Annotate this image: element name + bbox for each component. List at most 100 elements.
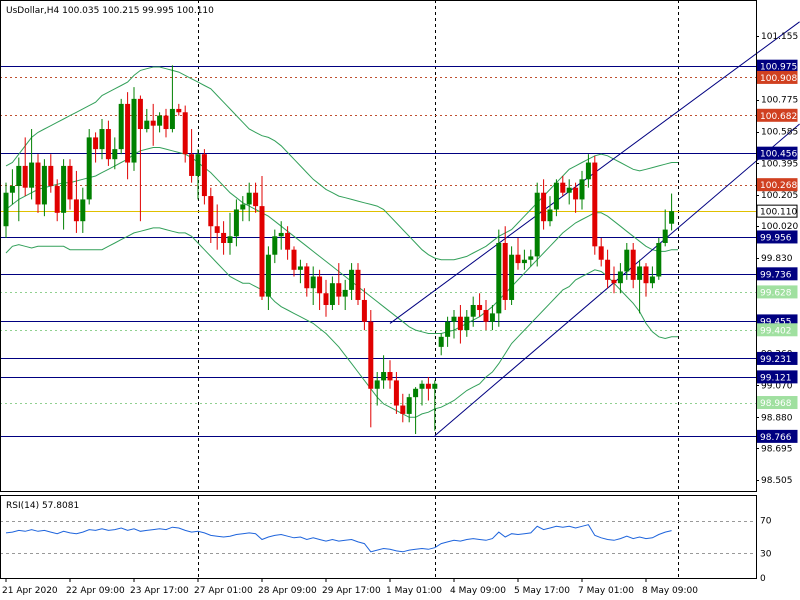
candle-97	[624, 242, 630, 280]
candle-11	[73, 170, 79, 233]
candle-body	[656, 242, 662, 277]
candle-58	[374, 372, 380, 406]
candle-body	[425, 383, 431, 389]
candle-body	[432, 383, 438, 389]
candle-68	[438, 333, 444, 356]
candle-body	[73, 199, 79, 222]
level-label-100.268: 100.268	[756, 178, 798, 192]
candle-70	[451, 310, 457, 339]
candle-48	[310, 266, 316, 305]
candle-86	[553, 179, 559, 217]
candle-body	[22, 165, 28, 188]
level-label-text: 99.121	[760, 373, 792, 383]
level-label-text: 100.268	[760, 181, 797, 191]
candle-body	[233, 209, 239, 237]
candle-body	[48, 165, 54, 187]
price-tick-label: 100.585	[761, 128, 798, 138]
price-tick-label: 101.155	[761, 32, 798, 42]
candle-body	[669, 211, 675, 224]
candle-13	[86, 129, 92, 205]
price-tick-label: 98.695	[761, 444, 793, 454]
candle-18	[118, 98, 124, 155]
time-tick-label: 29 Apr 17:00	[322, 586, 381, 596]
candle-104	[669, 193, 675, 231]
candle-14	[93, 132, 99, 163]
candle-body	[483, 310, 489, 322]
candle-body	[208, 196, 214, 227]
candle-body	[29, 162, 35, 188]
level-label-99.628: 99.628	[756, 285, 798, 299]
candle-body	[509, 254, 515, 300]
candle-body	[630, 249, 636, 280]
candle-body	[534, 192, 540, 257]
level-label-text: 100.456	[760, 150, 797, 160]
candle-46	[297, 259, 303, 284]
candle-75	[483, 299, 489, 331]
candle-body	[336, 283, 342, 297]
candle-body	[489, 313, 495, 322]
candle-body	[240, 204, 246, 210]
time-tick-label: 1 May 01:00	[386, 586, 442, 596]
candle-body	[272, 236, 278, 255]
candle-99	[637, 259, 643, 314]
level-label-text: 99.455	[760, 317, 792, 327]
candle-102	[656, 237, 662, 280]
rsi-title: RSI(14) 57.8081	[6, 501, 79, 511]
candle-8	[54, 179, 60, 222]
candle-47	[304, 263, 310, 297]
candle-92	[592, 155, 598, 255]
candle-15	[99, 118, 105, 160]
candle-body	[560, 182, 566, 193]
time-tick-label: 28 Apr 09:00	[258, 586, 317, 596]
candle-body	[9, 186, 15, 193]
candle-body	[419, 383, 425, 389]
candle-37	[240, 196, 246, 222]
candle-57	[368, 310, 374, 428]
candle-4	[29, 129, 35, 200]
candle-body	[253, 192, 259, 207]
candle-35	[227, 212, 233, 255]
candle-body	[265, 254, 271, 297]
candle-72	[464, 310, 470, 337]
candle-body	[285, 232, 291, 250]
level-label-text: 99.956	[760, 233, 792, 243]
rsi-panel: 70 30 0	[0, 517, 772, 584]
price-tick-label: 98.505	[761, 476, 793, 486]
candle-body	[643, 266, 649, 284]
candle-body	[118, 103, 124, 150]
candle-52	[336, 263, 342, 305]
candle-body	[547, 209, 553, 222]
candle-40	[259, 175, 265, 300]
price-tick-label: 100.020	[761, 222, 798, 232]
candle-body	[54, 186, 60, 213]
candle-body	[214, 226, 220, 233]
level-label-100.682: 100.682	[756, 108, 798, 122]
candle-79	[509, 246, 515, 305]
candle-9	[61, 159, 67, 230]
candle-body	[176, 108, 182, 113]
rsi-tick-label: 30	[760, 549, 772, 559]
candle-body	[566, 187, 572, 193]
candle-body	[528, 256, 534, 260]
candle-body	[137, 98, 143, 130]
candle-25	[163, 108, 169, 138]
trendline-1	[434, 123, 800, 437]
candle-body	[451, 316, 457, 322]
candle-body	[438, 336, 444, 347]
candle-1	[9, 169, 15, 205]
level-label-text: 98.766	[760, 433, 792, 443]
candle-body	[41, 165, 47, 205]
candle-43	[278, 221, 284, 250]
candle-32	[208, 187, 214, 243]
level-label-99.956: 99.956	[756, 230, 798, 244]
band-upper-line	[5, 66, 678, 261]
candle-body	[342, 289, 348, 297]
candle-body	[637, 266, 643, 280]
level-label-text: 99.231	[760, 355, 792, 365]
candle-body	[182, 112, 188, 155]
candle-83	[534, 182, 540, 267]
candle-body	[393, 380, 399, 406]
candle-body	[502, 242, 508, 300]
